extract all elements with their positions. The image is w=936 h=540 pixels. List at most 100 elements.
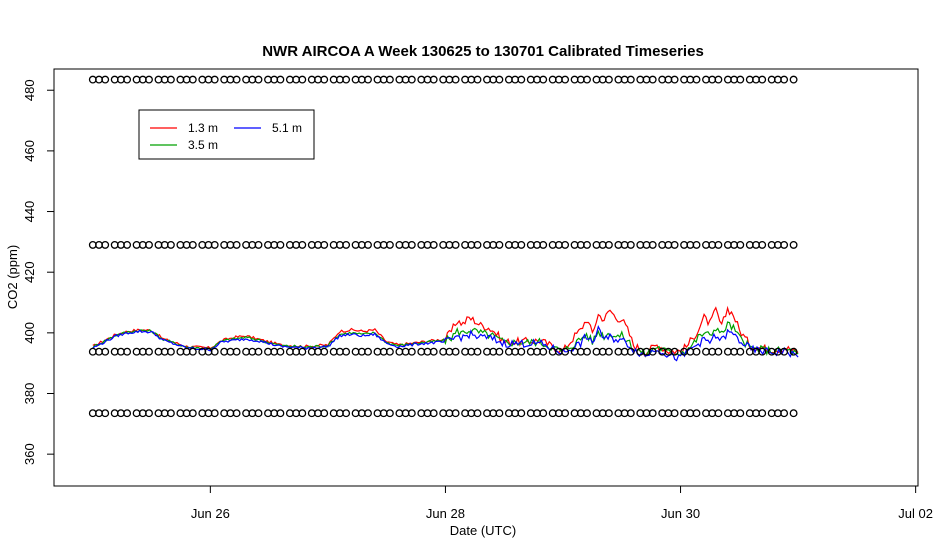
reference-gas-point	[210, 75, 219, 84]
reference-gas-point	[342, 75, 351, 84]
reference-gas-point	[539, 240, 548, 249]
reference-gas-point	[407, 240, 416, 249]
reference-gas-point	[101, 240, 110, 249]
reference-gas-point	[692, 347, 701, 356]
reference-gas-point	[473, 75, 482, 84]
reference-gas-point	[210, 240, 219, 249]
y-tick-label: 460	[22, 140, 37, 162]
reference-gas-point	[451, 240, 460, 249]
reference-gas-point	[583, 240, 591, 249]
y-tick-label: 360	[22, 443, 37, 465]
reference-gas-point	[188, 347, 197, 356]
reference-gas-point	[254, 75, 263, 84]
reference-gas-point	[342, 240, 351, 249]
legend-label: 1.3 m	[188, 121, 218, 135]
reference-gas-point	[364, 75, 372, 84]
reference-gas-point	[648, 347, 657, 356]
reference-gas-point	[407, 75, 416, 84]
reference-gas-point	[517, 75, 526, 84]
reference-gas-point	[320, 240, 329, 249]
reference-gas-point	[714, 409, 723, 418]
x-axis: Jun 26 Jun 28 Jun 30 Jul 02	[191, 486, 933, 521]
reference-gas-point	[692, 409, 701, 418]
y-tick-label: 440	[22, 201, 37, 223]
x-tick-label: Jul 02	[898, 506, 933, 521]
reference-gas-point	[451, 75, 460, 84]
reference-gas-point	[364, 240, 372, 249]
reference-gas-point	[276, 75, 285, 84]
reference-gas-point	[736, 75, 745, 84]
reference-gas-point	[298, 409, 307, 418]
reference-gas-point	[473, 409, 482, 418]
reference-gas-point	[736, 409, 745, 418]
reference-gas-point	[626, 75, 635, 84]
plot-frame	[53, 68, 919, 487]
reference-gas-point	[780, 240, 789, 249]
reference-gas-point	[714, 347, 723, 356]
reference-gas-point	[604, 75, 613, 84]
reference-gas-point	[429, 240, 438, 249]
reference-gas-point	[451, 409, 460, 418]
reference-gas-point	[780, 347, 789, 356]
reference-gas-point	[758, 75, 767, 84]
reference-gas-point	[495, 75, 504, 84]
legend-label: 5.1 m	[272, 121, 302, 135]
y-axis: 360 380 400 420 440 460 480	[22, 79, 54, 465]
reference-gas-point	[385, 240, 394, 249]
reference-gas-point	[385, 409, 394, 418]
reference-gas-point	[123, 240, 132, 249]
reference-gas-point	[604, 409, 613, 418]
reference-gas-point	[232, 347, 241, 356]
reference-gas-point	[188, 240, 197, 249]
reference-gas-point	[101, 409, 110, 418]
x-tick-label: Jun 30	[661, 506, 700, 521]
reference-gas-point	[648, 75, 657, 84]
reference-gas-point	[276, 240, 285, 249]
reference-gas-point	[429, 75, 438, 84]
reference-gas-point	[780, 409, 789, 418]
reference-gas-point	[342, 347, 351, 356]
reference-gas-point	[101, 75, 110, 84]
reference-gas-point	[626, 240, 635, 249]
reference-gas-point	[385, 75, 394, 84]
reference-gas-point	[604, 347, 613, 356]
reference-gas-point	[298, 75, 307, 84]
reference-gas-point	[451, 347, 460, 356]
reference-gas-point	[473, 347, 482, 356]
reference-gas-point	[714, 75, 723, 84]
reference-gas-point	[145, 240, 153, 249]
reference-gas-point	[561, 409, 570, 418]
reference-gas-point	[166, 347, 175, 356]
reference-gas-point	[495, 347, 504, 356]
reference-gas-point	[232, 75, 241, 84]
reference-gas-point	[789, 75, 798, 84]
reference-gas-point	[736, 347, 745, 356]
reference-gas-point	[758, 347, 767, 356]
reference-gas-point	[407, 409, 416, 418]
reference-gas-point	[758, 240, 767, 249]
reference-gas-point	[473, 240, 482, 249]
x-tick-label: Jun 28	[426, 506, 465, 521]
legend-label: 3.5 m	[188, 138, 218, 152]
reference-gas-point	[145, 347, 153, 356]
reference-gas-point	[495, 240, 504, 249]
x-axis-label: Date (UTC)	[450, 523, 516, 538]
reference-gas-point	[298, 347, 307, 356]
x-tick-label: Jun 26	[191, 506, 230, 521]
series-line-5-1-m	[92, 325, 799, 362]
reference-gas-point	[188, 409, 197, 418]
chart-title: NWR AIRCOA A Week 130625 to 130701 Calib…	[262, 43, 704, 60]
reference-gas-point	[145, 75, 153, 84]
reference-gas-point	[604, 240, 613, 249]
reference-gas-point	[648, 240, 657, 249]
reference-gas-point	[670, 409, 679, 418]
legend: 1.3 m 3.5 m 5.1 m	[138, 109, 315, 160]
reference-gas-point	[210, 347, 219, 356]
reference-gas-point	[670, 347, 679, 356]
reference-gas-markers	[88, 75, 798, 418]
reference-gas-point	[692, 75, 701, 84]
y-tick-label: 480	[22, 79, 37, 101]
reference-gas-point	[123, 409, 132, 418]
reference-gas-point	[583, 347, 591, 356]
reference-gas-point	[364, 409, 372, 418]
